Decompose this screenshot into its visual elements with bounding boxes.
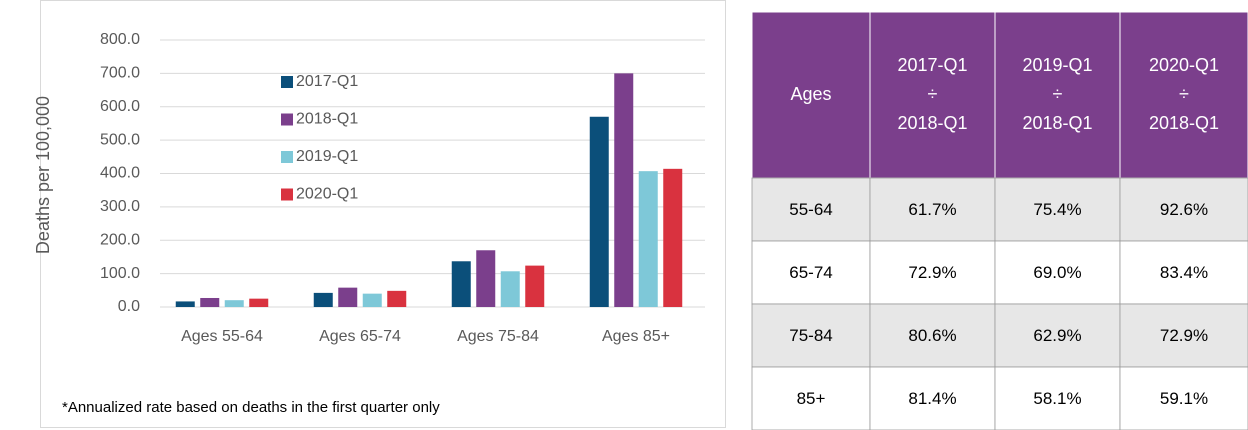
cell-text: 55-64: [789, 200, 832, 219]
cell-text: 65-74: [789, 263, 832, 282]
y-tick-label: 600.0: [100, 98, 140, 115]
cell-text: 72.9%: [1160, 326, 1208, 345]
legend-swatch: [281, 151, 293, 163]
bar: [500, 271, 520, 307]
table-cell: [869, 177, 996, 242]
header-text: ÷: [1053, 84, 1063, 104]
header-text: 2018-Q1: [1022, 113, 1092, 133]
legend-swatch: [281, 76, 293, 88]
table-cell: [994, 366, 1121, 430]
table-cell: [1119, 303, 1248, 368]
bar: [175, 301, 195, 307]
table-cell: [994, 303, 1121, 368]
cell-text: 81.4%: [908, 389, 956, 408]
table-cell: [751, 177, 871, 242]
header-text: 2017-Q1: [897, 55, 967, 75]
cell-text: 75-84: [789, 326, 832, 345]
y-tick-label: 800.0: [100, 31, 140, 48]
bar: [638, 171, 658, 307]
cell-text: 85+: [797, 389, 826, 408]
bar: [589, 116, 609, 307]
bar: [663, 168, 683, 307]
bar: [614, 73, 634, 307]
bar: [224, 300, 244, 307]
legend-swatch: [281, 188, 293, 201]
bar: [451, 261, 471, 307]
legend-label: 2019-Q1: [296, 148, 358, 165]
footnote: *Annualized rate based on deaths in the …: [62, 399, 440, 416]
y-axis-label: Deaths per 100,000: [33, 96, 53, 254]
x-tick-label: Ages 75-84: [457, 328, 539, 345]
x-tick-label: Ages 55-64: [181, 328, 263, 345]
y-tick-label: 500.0: [100, 131, 140, 148]
bar: [249, 298, 269, 307]
table-cell: [994, 240, 1121, 305]
header-text: 2018-Q1: [1149, 113, 1219, 133]
header-text: 2018-Q1: [897, 113, 967, 133]
table-cell: [869, 240, 996, 305]
bar: [313, 292, 333, 307]
y-tick-label: 200.0: [100, 231, 140, 248]
y-tick-label: 400.0: [100, 165, 140, 182]
bar: [362, 293, 382, 307]
bar: [525, 265, 545, 307]
cell-text: 61.7%: [908, 200, 956, 219]
header-text: 2019-Q1: [1022, 55, 1092, 75]
cell-text: 59.1%: [1160, 389, 1208, 408]
bar: [200, 297, 220, 307]
y-tick-label: 300.0: [100, 198, 140, 215]
y-tick-label: 100.0: [100, 265, 140, 282]
header-text: ÷: [1179, 84, 1189, 104]
cell-text: 75.4%: [1033, 200, 1081, 219]
bar: [387, 290, 407, 307]
table-cell: [751, 303, 871, 368]
x-tick-label: Ages 65-74: [319, 328, 401, 345]
table-cell: [869, 366, 996, 430]
legend-swatch: [281, 113, 293, 126]
x-tick-label: Ages 85+: [602, 328, 670, 345]
header-cell: [869, 11, 996, 179]
cell-text: 69.0%: [1033, 263, 1081, 282]
legend-label: 2020-Q1: [296, 186, 358, 203]
cell-text: 80.6%: [908, 326, 956, 345]
cell-text: 83.4%: [1160, 263, 1208, 282]
header-text: 2020-Q1: [1149, 55, 1219, 75]
cell-text: 58.1%: [1033, 389, 1081, 408]
table-cell: [751, 366, 871, 430]
legend-label: 2017-Q1: [296, 73, 358, 90]
header-cell: [994, 11, 1121, 179]
bar: [338, 287, 358, 307]
table-cell: [1119, 177, 1248, 242]
table-cell: [1119, 366, 1248, 430]
y-tick-label: 0.0: [118, 298, 140, 315]
cell-text: 92.6%: [1160, 200, 1208, 219]
header-text: Ages: [790, 84, 831, 104]
table-cell: [1119, 240, 1248, 305]
y-tick-label: 700.0: [100, 65, 140, 82]
table-cell: [994, 177, 1121, 242]
cell-text: 72.9%: [908, 263, 956, 282]
header-text: ÷: [928, 84, 938, 104]
table-cell: [869, 303, 996, 368]
legend-label: 2018-Q1: [296, 111, 358, 128]
header-cell: [1119, 11, 1248, 179]
cell-text: 62.9%: [1033, 326, 1081, 345]
bar: [476, 250, 496, 307]
table-cell: [751, 240, 871, 305]
chart-frame: [40, 0, 726, 428]
